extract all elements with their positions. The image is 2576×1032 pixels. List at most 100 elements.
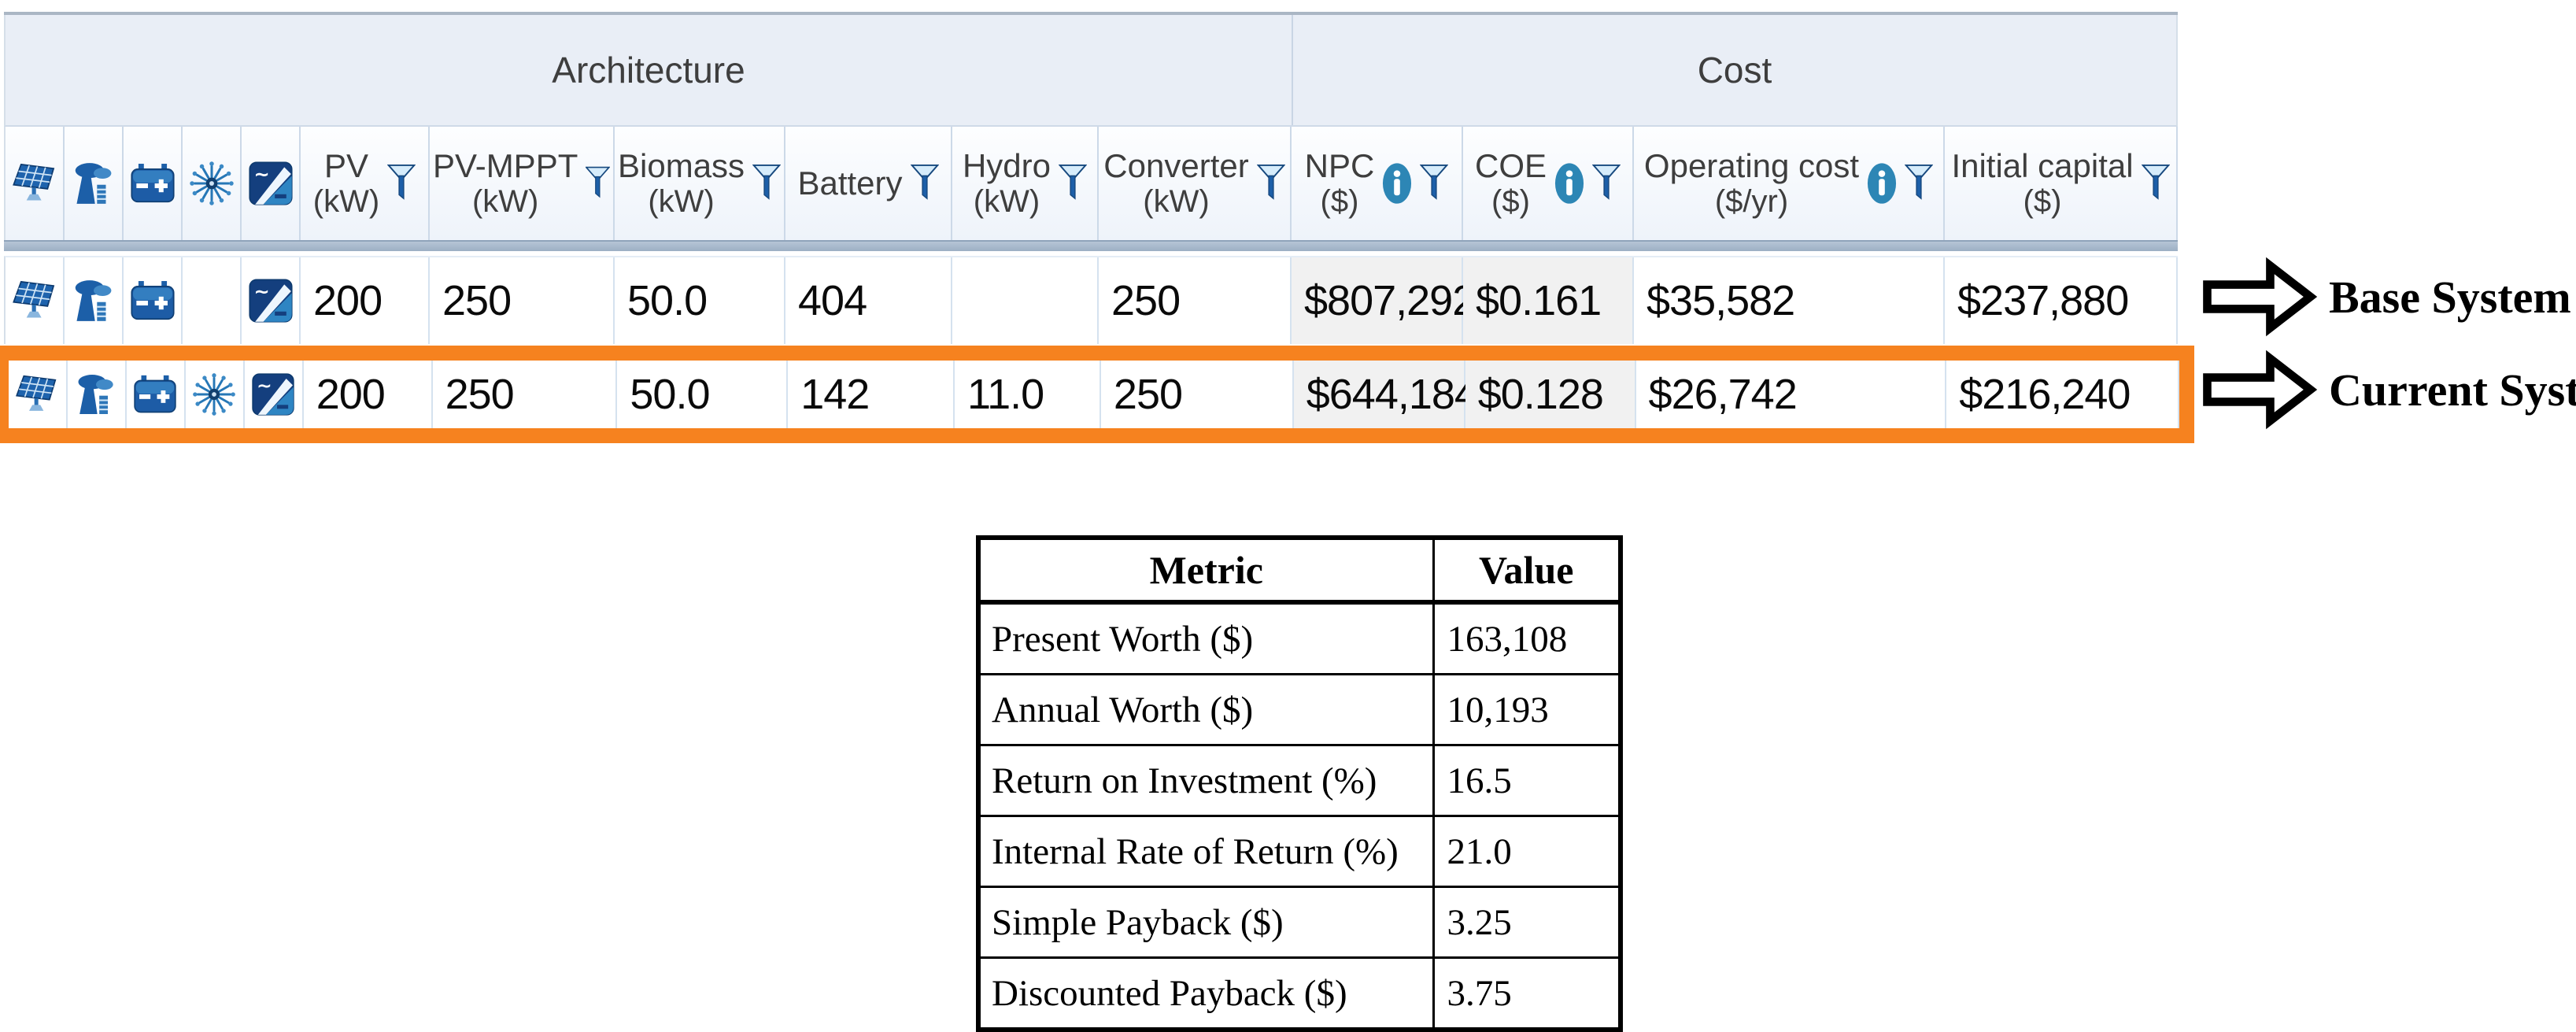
battery-icon [134,375,177,413]
column-header-operating-cost[interactable]: Operating cost ($/yr) [1634,127,1945,240]
current-converter-cell: ~ [245,361,304,428]
current-converter-value: 250 [1101,361,1294,428]
filter-icon[interactable] [1420,164,1449,203]
filter-icon[interactable] [1905,164,1934,203]
metric-label: Present Worth ($) [977,601,1435,675]
current-initial-capital-value: $216,240 [1946,361,2179,428]
column-header-pv-icon[interactable] [6,127,65,240]
base-operating-cost-value: $35,582 [1634,257,1945,344]
hydro-turbine-icon [189,161,234,205]
pv-panel-icon [12,163,54,201]
column-header-pv-mppt[interactable]: PV-MPPT (kW) [430,127,615,240]
filter-icon[interactable] [910,164,939,203]
economic-metrics-table: Metric Value Present Worth ($) 163,108 A… [976,535,1623,1032]
column-label: PV-MPPT [433,147,578,185]
base-hydro-cell-empty [183,257,242,344]
column-header-biomass-icon[interactable] [65,127,124,240]
current-battery-cell [127,361,186,428]
current-system-annotation: Current System [2200,348,2576,431]
column-unit: (kW) [648,184,715,220]
header-bottom-strip [4,240,2178,251]
base-system-label: Base System [2329,271,2571,323]
column-label: Hydro [962,147,1051,185]
block-arrow-icon [2203,257,2318,337]
svg-text:~: ~ [253,281,269,303]
current-coe-value: $0.128 [1465,361,1636,428]
base-biomass-value: 50.0 [615,257,785,344]
group-header-row: Architecture Cost [4,15,2178,127]
info-icon[interactable] [1867,162,1897,205]
column-header-npc[interactable]: NPC ($) [1292,127,1463,240]
current-pv-value: 200 [304,361,433,428]
table-row: Present Worth ($) 163,108 [977,601,1622,675]
base-coe-value: $0.161 [1463,257,1634,344]
base-initial-capital-value: $237,880 [1945,257,2178,344]
svg-text:~: ~ [253,164,269,186]
table-row-current-system[interactable]: ~ 200 250 50.0 142 11.0 250 $644,184 $0.… [9,361,2179,428]
filter-icon[interactable] [752,164,781,203]
metrics-header-metric: Metric [977,536,1435,605]
column-header-hydro[interactable]: Hydro (kW) [952,127,1099,240]
column-label: PV [323,147,369,185]
metric-label: Simple Payback ($) [977,886,1435,959]
battery-icon [130,281,175,320]
column-header-hydro-icon[interactable] [183,127,242,240]
filter-icon[interactable] [1256,164,1285,203]
column-header-battery[interactable]: Battery [785,127,952,240]
biomass-plant-icon [75,163,111,204]
filter-icon[interactable] [2141,164,2170,203]
column-unit: ($) [1491,184,1530,220]
column-header-row: ~ PV (kW) PV-MPPT (kW) Biomass (kW) Batt… [4,127,2178,240]
column-unit: (kW) [471,184,539,220]
table-row-base-system[interactable]: ~ 200 250 50.0 404 250 $807,292 $0.161 $… [4,256,2178,344]
column-label: Battery [797,165,903,202]
group-header-cost: Cost [1293,15,2176,125]
column-unit: ($/yr) [1714,184,1789,220]
column-label: Biomass [618,147,745,185]
metrics-header-row: Metric Value [977,536,1622,605]
table-row: Internal Rate of Return (%) 21.0 [977,815,1622,888]
base-pv-cell [6,257,65,344]
base-battery-cell [124,257,183,344]
table-top-border [4,12,2178,15]
metric-label: Discounted Payback ($) [977,956,1435,1031]
biomass-plant-icon [78,375,114,414]
filter-icon[interactable] [1592,164,1621,203]
column-header-coe[interactable]: COE ($) [1463,127,1634,240]
cost-label: Cost [1697,50,1772,91]
current-biomass-value: 50.0 [617,361,789,428]
column-header-battery-icon[interactable] [124,127,183,240]
filter-icon[interactable] [1059,164,1088,203]
info-icon[interactable] [1554,162,1584,205]
architecture-label: Architecture [552,50,745,91]
current-hydro-value: 11.0 [955,361,1101,428]
column-unit: (kW) [312,184,380,220]
spacer [4,344,2178,346]
base-system-annotation: Base System [2200,255,2571,338]
column-label: Converter [1103,147,1249,185]
metric-value: 10,193 [1432,673,1622,746]
hydro-turbine-icon [193,373,236,416]
metric-value: 3.25 [1432,886,1622,959]
converter-icon: ~ [252,373,294,416]
metrics-header-value: Value [1432,536,1622,605]
metric-value: 21.0 [1432,815,1622,888]
converter-icon: ~ [248,161,293,205]
converter-icon: ~ [248,279,293,323]
pv-panel-icon [16,375,57,411]
filter-icon[interactable] [387,164,416,203]
info-icon[interactable] [1382,162,1412,205]
base-npc-value: $807,292 [1292,257,1476,344]
current-npc-value: $644,184 [1293,361,1478,428]
column-unit: ($) [2023,184,2062,220]
column-header-pv[interactable]: PV (kW) [301,127,430,240]
column-header-biomass[interactable]: Biomass (kW) [615,127,785,240]
column-header-converter-icon[interactable]: ~ [242,127,301,240]
filter-icon[interactable] [586,164,610,203]
base-biomass-cell [65,257,124,344]
column-header-initial-capital[interactable]: Initial capital ($) [1945,127,2178,240]
column-unit: (kW) [1143,184,1210,220]
column-label: COE [1474,147,1547,185]
column-header-converter[interactable]: Converter (kW) [1099,127,1292,240]
simulation-results-table: Architecture Cost [0,12,2194,443]
